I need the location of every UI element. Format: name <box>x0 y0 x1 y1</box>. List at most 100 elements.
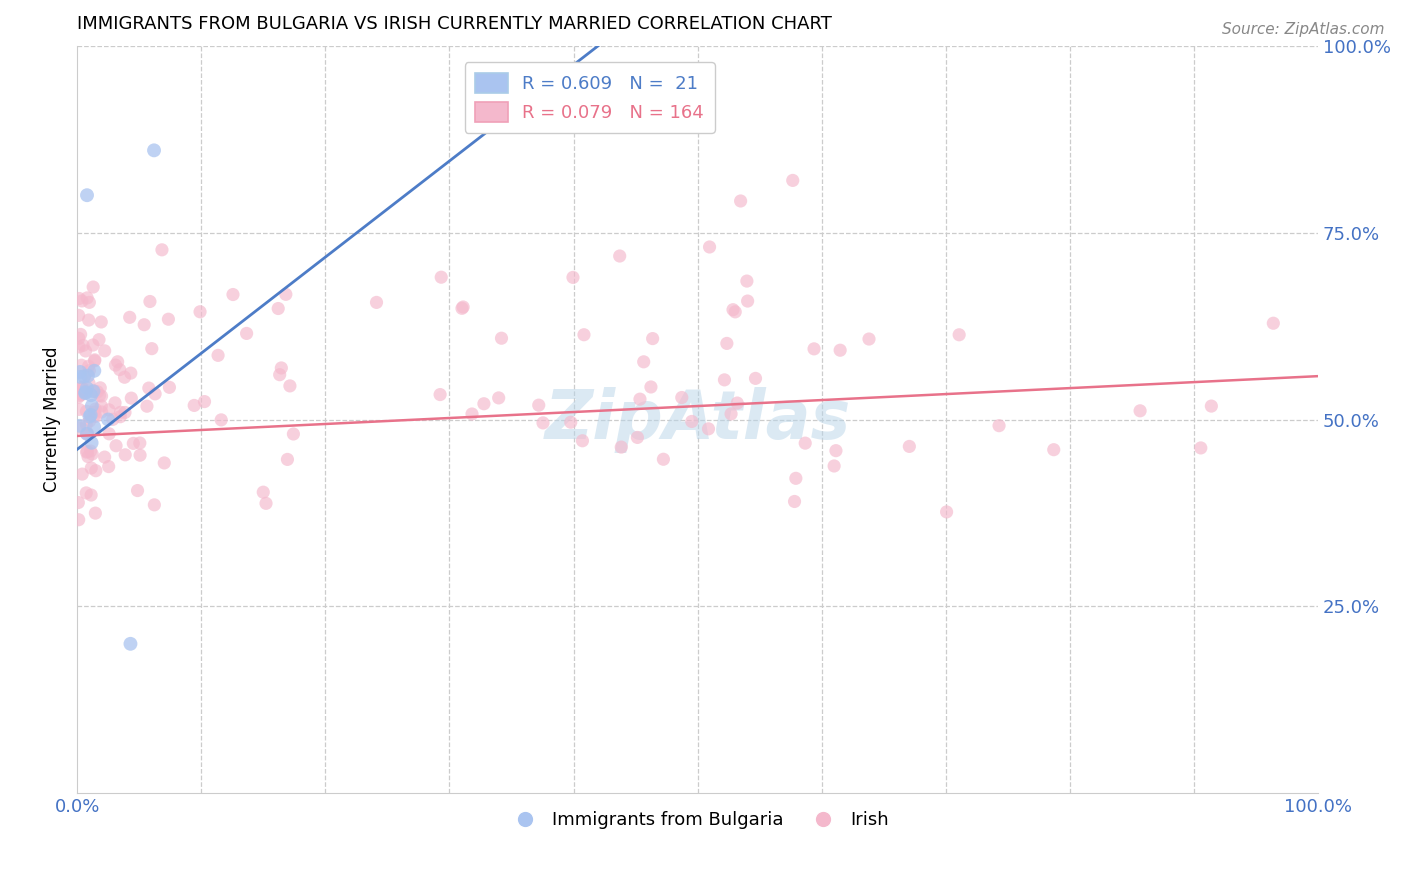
Point <box>697 422 720 436</box>
Point <box>150 243 173 257</box>
Point <box>681 414 703 428</box>
Point <box>75 486 97 500</box>
Point <box>98 426 121 441</box>
Text: Source: ZipAtlas.com: Source: ZipAtlas.com <box>1222 22 1385 37</box>
Point <box>90 405 112 419</box>
Point <box>1263 316 1285 330</box>
Point <box>89 381 111 395</box>
Point <box>76 188 98 202</box>
Point <box>76 426 98 441</box>
Point <box>139 294 162 309</box>
Point <box>80 461 103 475</box>
Point <box>830 343 852 358</box>
Point <box>67 292 90 306</box>
Point <box>79 409 101 424</box>
Point <box>143 498 166 512</box>
Point <box>84 464 107 478</box>
Point <box>157 312 180 326</box>
Point <box>104 396 127 410</box>
Point <box>75 385 97 400</box>
Point <box>114 405 136 419</box>
Point <box>153 456 176 470</box>
Point <box>87 333 110 347</box>
Point <box>207 348 229 362</box>
Point <box>610 440 633 454</box>
Point <box>120 637 142 651</box>
Point <box>75 404 97 418</box>
Point <box>110 409 132 424</box>
Point <box>626 430 648 444</box>
Point <box>143 387 166 401</box>
Point <box>898 439 921 453</box>
Point <box>69 382 91 396</box>
Point <box>90 315 112 329</box>
Point <box>69 327 91 342</box>
Point <box>70 358 93 372</box>
Point <box>83 405 105 419</box>
Point <box>69 365 91 379</box>
Point <box>988 418 1011 433</box>
Point <box>283 427 305 442</box>
Point <box>67 331 90 345</box>
Point <box>122 436 145 450</box>
Point <box>188 305 211 319</box>
Text: ZipAtlas: ZipAtlas <box>544 386 851 452</box>
Point <box>641 332 664 346</box>
Point <box>127 483 149 498</box>
Point <box>430 270 453 285</box>
Point <box>825 443 848 458</box>
Point <box>366 295 388 310</box>
Point <box>77 450 100 464</box>
Point <box>72 338 94 352</box>
Point <box>70 387 93 401</box>
Point <box>104 358 127 372</box>
Point <box>75 343 97 358</box>
Point <box>609 249 631 263</box>
Point <box>67 421 90 435</box>
Point <box>935 505 957 519</box>
Point <box>82 447 104 461</box>
Point <box>721 302 744 317</box>
Point <box>735 274 758 288</box>
Point <box>70 293 93 308</box>
Point <box>80 488 103 502</box>
Point <box>267 301 290 316</box>
Point <box>129 448 152 462</box>
Point <box>80 408 103 422</box>
Point <box>70 380 93 394</box>
Point <box>110 405 132 419</box>
Point <box>86 384 108 399</box>
Point <box>782 173 804 187</box>
Point <box>270 361 292 376</box>
Point <box>451 300 474 314</box>
Point <box>67 340 90 354</box>
Point <box>491 331 513 345</box>
Point <box>80 399 103 413</box>
Point <box>67 513 90 527</box>
Point <box>93 450 115 464</box>
Point <box>83 354 105 368</box>
Point <box>77 376 100 391</box>
Point <box>472 397 495 411</box>
Point <box>138 381 160 395</box>
Point <box>79 364 101 378</box>
Point <box>803 342 825 356</box>
Point <box>744 371 766 385</box>
Point <box>97 459 120 474</box>
Point <box>67 402 90 417</box>
Point <box>80 435 103 450</box>
Point <box>76 381 98 395</box>
Point <box>67 495 90 509</box>
Point <box>269 368 291 382</box>
Point <box>69 388 91 402</box>
Point <box>83 419 105 434</box>
Point <box>429 387 451 401</box>
Point <box>93 343 115 358</box>
Point <box>77 359 100 374</box>
Point <box>69 370 91 384</box>
Text: IMMIGRANTS FROM BULGARIA VS IRISH CURRENTLY MARRIED CORRELATION CHART: IMMIGRANTS FROM BULGARIA VS IRISH CURREN… <box>77 15 832 33</box>
Point <box>76 444 98 458</box>
Point <box>107 355 129 369</box>
Point <box>77 368 100 383</box>
Point <box>724 305 747 319</box>
